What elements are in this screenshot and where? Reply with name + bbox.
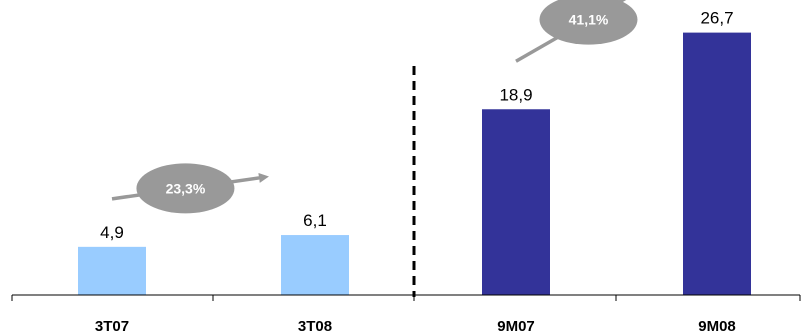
x-axis-ticks: [11, 295, 801, 301]
category-label-9m08: 9M08: [698, 318, 736, 335]
growth-annotation-1: 41,1%: [515, 0, 638, 63]
bar-9m07: [482, 109, 550, 295]
growth-annotation-0: 23,3%: [111, 163, 269, 214]
growth-label-1: 41,1%: [569, 12, 609, 28]
value-labels-group: 4,9 6,1 18,9 26,7: [100, 9, 733, 242]
value-label-3t08: 6,1: [303, 211, 327, 230]
bars-group: [78, 32, 751, 295]
bar-3t08: [281, 235, 349, 295]
growth-annotations-group: 23,3% 41,1%: [111, 0, 638, 214]
category-label-3t07: 3T07: [95, 318, 129, 335]
bar-3t07: [78, 246, 146, 295]
category-labels-group: 3T07 3T08 9M07 9M08: [95, 318, 736, 335]
value-label-9m07: 18,9: [499, 85, 532, 104]
category-label-9m07: 9M07: [497, 318, 535, 335]
growth-label-0: 23,3%: [166, 180, 206, 196]
growth-bubble-0: [136, 163, 235, 214]
value-label-9m08: 26,7: [700, 9, 733, 28]
growth-bubble-1: [539, 0, 638, 45]
value-label-3t07: 4,9: [100, 223, 124, 242]
category-label-3t08: 3T08: [298, 318, 332, 335]
bar-9m08: [683, 32, 751, 295]
